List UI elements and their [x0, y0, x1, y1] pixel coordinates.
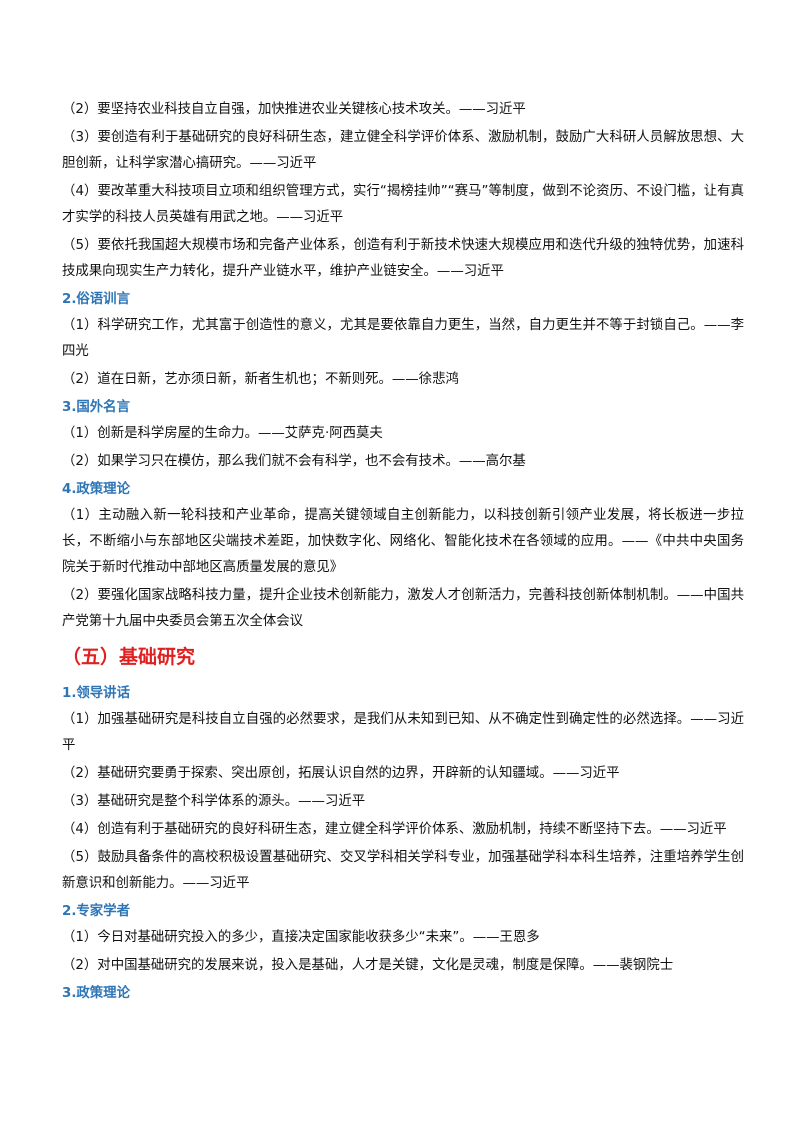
- document-body: （2）要坚持农业科技自立自强，加快推进农业关键核心技术攻关。——习近平 （3）要创…: [62, 97, 744, 1007]
- quote-item: （4）要改革重大科技项目立项和组织管理方式，实行“揭榜挂帅”“赛马”等制度，做到…: [62, 184, 744, 225]
- quote-item: （1）今日对基础研究投入的多少，直接决定国家能收获多少“未来”。——王恩多: [62, 930, 540, 945]
- quote-item: （4）创造有利于基础研究的良好科研生态，建立健全科学评价体系、激励机制，持续不断…: [62, 822, 727, 837]
- subheading: 4.政策理论: [62, 482, 130, 497]
- quote-item: （5）要依托我国超大规模市场和完备产业体系，创造有利于新技术快速大规模应用和迭代…: [62, 238, 744, 279]
- quote-item: （1）主动融入新一轮科技和产业革命，提高关键领域自主创新能力，以科技创新引领产业…: [62, 508, 744, 575]
- subheading: 2.专家学者: [62, 904, 130, 919]
- quote-item: （3）要创造有利于基础研究的良好科研生态，建立健全科学评价体系、激励机制，鼓励广…: [62, 130, 744, 171]
- quote-item: （2）要强化国家战略科技力量，提升企业技术创新能力，激发人才创新活力，完善科技创…: [62, 588, 744, 629]
- quote-item: （1）创新是科学房屋的生命力。——艾萨克·阿西莫夫: [62, 426, 383, 441]
- quote-item: （3）基础研究是整个科学体系的源头。——习近平: [62, 794, 366, 809]
- quote-item: （2）道在日新，艺亦须日新，新者生机也；不新则死。——徐悲鸿: [62, 372, 459, 387]
- subheading: 1.领导讲话: [62, 686, 130, 701]
- subheading: 3.国外名言: [62, 400, 130, 415]
- subheading: 2.俗语训言: [62, 292, 130, 307]
- subheading: 3.政策理论: [62, 986, 130, 1001]
- quote-item: （2）对中国基础研究的发展来说，投入是基础，人才是关键，文化是灵魂，制度是保障。…: [62, 958, 674, 973]
- chapter-heading: （五）基础研究: [62, 646, 196, 668]
- quote-item: （1）加强基础研究是科技自立自强的必然要求，是我们从未知到已知、从不确定性到确定…: [62, 712, 744, 753]
- quote-item: （2）要坚持农业科技自立自强，加快推进农业关键核心技术攻关。——习近平: [62, 102, 526, 117]
- quote-item: （5）鼓励具备条件的高校积极设置基础研究、交叉学科相关学科专业，加强基础学科本科…: [62, 850, 744, 891]
- quote-item: （2）基础研究要勇于探索、突出原创，拓展认识自然的边界，开辟新的认知疆域。——习…: [62, 766, 620, 781]
- quote-item: （1）科学研究工作，尤其富于创造性的意义，尤其是要依靠自力更生，当然，自力更生并…: [62, 318, 744, 359]
- quote-item: （2）如果学习只在模仿，那么我们就不会有科学，也不会有技术。——高尔基: [62, 454, 526, 469]
